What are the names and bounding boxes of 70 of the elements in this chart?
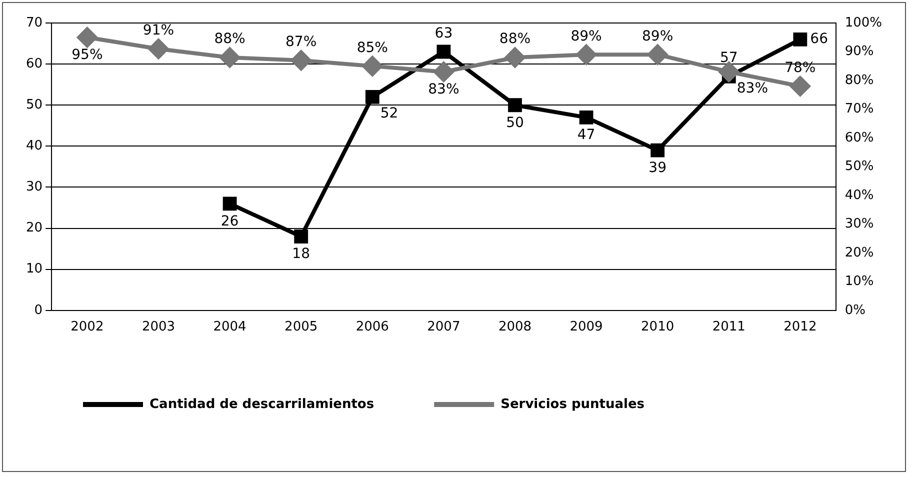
y-tick-label: 10 <box>26 262 43 277</box>
point <box>291 50 312 70</box>
x-tick-label: 2006 <box>356 320 389 335</box>
data-label: 57 <box>720 50 738 66</box>
x-tick-label: 2002 <box>70 320 104 335</box>
y-tick-label: 20 <box>26 220 43 236</box>
x-tick-label: 2010 <box>641 320 674 335</box>
legend-label: Cantidad de descarrilamientos <box>150 396 374 412</box>
data-label: 89% <box>642 28 674 44</box>
y2-tick-label: 10% <box>844 274 874 290</box>
y-tick-label: 50 <box>26 97 43 112</box>
data-label: 85% <box>356 40 388 56</box>
data-label: 95% <box>72 47 103 64</box>
point <box>793 32 808 46</box>
x-tick-label: 2005 <box>284 320 318 335</box>
y2-tick-label: 70% <box>844 102 874 117</box>
data-label: 50 <box>506 114 524 131</box>
legend-label: Servicios puntuales <box>500 396 645 412</box>
y2-tick-label: 90% <box>844 44 874 60</box>
data-label: 26 <box>220 213 239 230</box>
point <box>222 196 237 211</box>
x-tick-label: 2008 <box>498 320 532 335</box>
data-label: 89% <box>570 28 602 44</box>
y-tick-label: 40 <box>26 138 43 154</box>
data-label: 52 <box>380 106 398 122</box>
y-tick-label: 0 <box>34 302 43 318</box>
point <box>504 47 525 68</box>
x-tick-label: 2003 <box>142 320 176 335</box>
data-label: 63 <box>434 25 453 42</box>
y2-tick-label: 20% <box>844 245 874 260</box>
data-label: 91% <box>142 22 174 39</box>
point <box>718 62 739 82</box>
point <box>579 110 594 124</box>
x-tick-label: 2009 <box>570 320 603 335</box>
point <box>648 44 668 65</box>
y-tick-label: 30 <box>26 180 43 195</box>
data-label: 39 <box>648 160 666 176</box>
x-tick-label: 2012 <box>784 320 817 335</box>
data-label: 18 <box>292 246 310 262</box>
point <box>576 44 596 65</box>
point <box>434 62 454 82</box>
data-label: 87% <box>286 34 317 50</box>
point <box>294 230 308 244</box>
y2-tick-label: 100% <box>844 15 882 30</box>
data-label: 83% <box>736 80 768 96</box>
y2-tick-label: 30% <box>844 216 874 232</box>
y-tick-label: 60 <box>26 56 43 72</box>
point <box>508 98 522 112</box>
y2-tick-label: 80% <box>844 72 874 88</box>
point <box>362 56 382 76</box>
point <box>148 38 168 59</box>
y2-tick-label: 40% <box>844 188 874 203</box>
x-tick-label: 2011 <box>712 320 746 335</box>
point <box>790 76 810 96</box>
data-label: 83% <box>428 82 460 98</box>
point <box>220 47 240 68</box>
point <box>365 90 380 104</box>
x-tick-label: 2004 <box>213 320 246 335</box>
point <box>650 143 665 158</box>
x-tick-label: 2007 <box>427 320 460 335</box>
data-label: 88% <box>214 31 246 48</box>
point <box>436 44 451 59</box>
point <box>77 27 98 48</box>
y2-tick-label: 50% <box>844 159 874 174</box>
y-tick-label: 70 <box>26 15 43 30</box>
y2-tick-label: 60% <box>844 130 874 146</box>
data-label: 66 <box>810 31 828 48</box>
y2-tick-label: 0% <box>844 302 866 318</box>
data-label: 88% <box>499 31 531 48</box>
data-label: 47 <box>577 127 596 144</box>
